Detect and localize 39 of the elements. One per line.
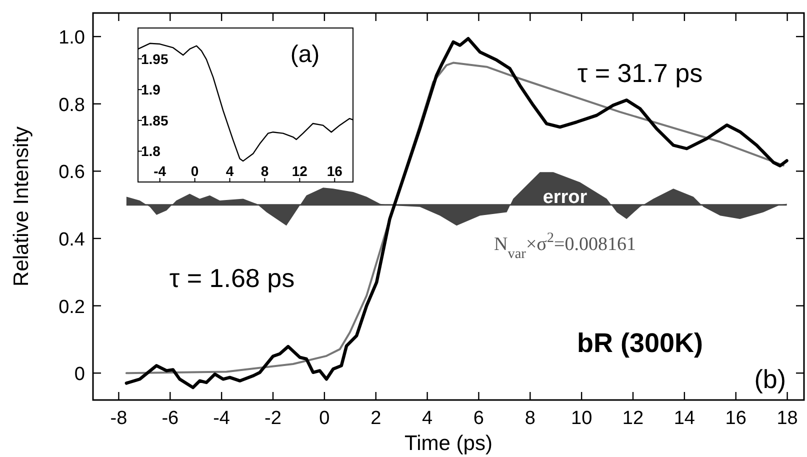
y-tick-label: 1.95	[141, 50, 168, 67]
x-tick-label: 12	[622, 408, 644, 429]
x-tick-label: 0	[190, 163, 199, 179]
y-tick-label: 0.8	[58, 94, 85, 116]
x-tick-label: 6	[473, 408, 484, 429]
x-axis-title: Time (ps)	[404, 432, 492, 455]
x-tick-label: 0	[319, 408, 330, 429]
x-tick-label: 4	[226, 163, 234, 179]
y-tick-label: 0.4	[58, 229, 86, 250]
x-tick-label: -6	[162, 408, 179, 429]
annotation: (b)	[754, 364, 786, 394]
y-tick-label: 1.9	[141, 82, 161, 98]
x-tick-label: -4	[154, 163, 166, 179]
y-tick-label: 1.8	[141, 143, 161, 160]
x-tick-label: -8	[110, 408, 128, 429]
x-tick-label: 16	[725, 408, 746, 429]
annotation: N$_{var}$×σ$^{2}$=0.008161	[494, 230, 636, 262]
x-tick-label: 8	[260, 163, 269, 179]
annotation: τ = 31.7 ps	[577, 58, 703, 88]
x-tick-label: -4	[213, 408, 230, 429]
y-tick-label: 0.2	[58, 296, 85, 318]
y-axis-title: Relative Intensity	[10, 126, 33, 286]
annotation: τ = 1.68 ps	[169, 263, 295, 293]
x-tick-label: 8	[524, 408, 536, 429]
annotation: error	[542, 187, 588, 208]
x-tick-label: 10	[571, 408, 592, 429]
x-tick-label: 4	[422, 408, 433, 429]
annotation: (a)	[290, 41, 320, 68]
annotation: bR (300K)	[576, 328, 704, 358]
x-tick-label: 12	[292, 163, 308, 179]
y-tick-label: 1.0	[58, 28, 85, 49]
x-tick-label: 14	[674, 408, 696, 429]
x-tick-label: 16	[326, 163, 343, 179]
x-tick-label: 18	[776, 408, 798, 429]
y-tick-label: 0	[74, 364, 85, 386]
y-tick-label: 1.85	[141, 112, 168, 128]
x-tick-label: 2	[370, 408, 382, 429]
x-tick-label: -2	[264, 408, 282, 429]
y-tick-label: 0.6	[58, 162, 85, 184]
